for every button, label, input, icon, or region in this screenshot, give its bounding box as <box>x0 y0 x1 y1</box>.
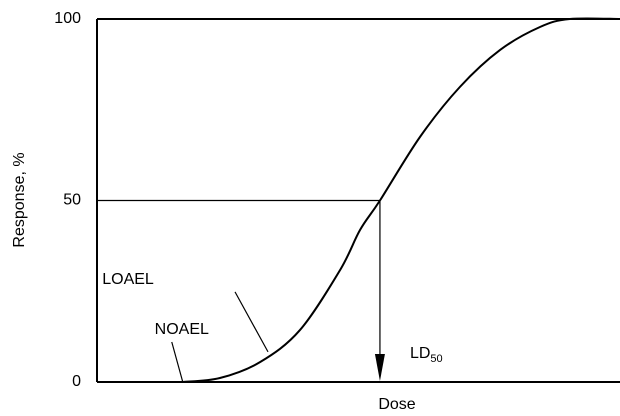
annotation-label: NOAEL <box>155 321 209 338</box>
ld50-subscript: 50 <box>430 353 442 365</box>
x-axis-label: Dose <box>378 396 415 413</box>
annotation-label: LOAEL <box>102 271 154 288</box>
y-tick-label: 100 <box>54 10 81 27</box>
ld50-label: LD50 <box>410 345 443 365</box>
arrow-head <box>374 354 385 381</box>
annotation-leader <box>234 291 269 353</box>
annotation-leader <box>171 341 184 383</box>
y-axis-label: Response, % <box>11 152 28 247</box>
y-tick-label: 0 <box>72 373 81 390</box>
ld50-text: LD <box>410 345 430 362</box>
y-tick-label: 50 <box>63 192 81 209</box>
